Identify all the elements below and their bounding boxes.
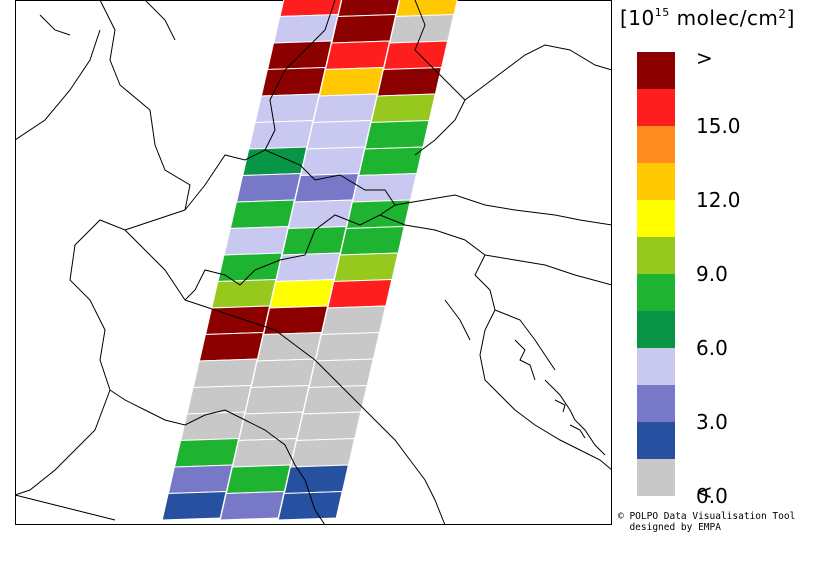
- swath-pixel: [244, 384, 310, 415]
- swath-pixel: [225, 464, 292, 495]
- legend-tick-label: 3.0: [696, 410, 728, 434]
- swath-pixel: [382, 40, 449, 71]
- legend-tick-label: 15.0: [696, 114, 741, 138]
- swath-pixel: [192, 358, 258, 389]
- swath-pixel: [273, 13, 339, 44]
- legend-swatch: [637, 274, 675, 311]
- legend-swatch: [637, 311, 675, 348]
- swath-pixel: [339, 225, 405, 256]
- swath-pixel: [211, 278, 277, 309]
- legend-swatch: [637, 237, 675, 274]
- swath-pixel: [312, 93, 378, 124]
- swath-pixel: [248, 119, 314, 150]
- credit-line-1: © POLPO Data Visualisation Tool: [618, 511, 796, 522]
- swath-pixel: [167, 464, 234, 495]
- legend-title-square: 2: [778, 7, 787, 21]
- swath-pixel: [364, 119, 430, 150]
- legend-title-close: ]: [786, 6, 795, 30]
- swath-pixel: [320, 305, 387, 336]
- swath-pixel: [250, 358, 316, 389]
- credit-text: © POLPO Data Visualisation Tool designed…: [618, 511, 795, 533]
- legend-swatch: [637, 126, 675, 163]
- swath-pixel: [337, 0, 400, 18]
- swath-pixel: [269, 278, 335, 309]
- swath-pixel: [277, 490, 343, 521]
- swath-pixel: [186, 384, 252, 415]
- legend-swatch: [637, 348, 675, 385]
- country-borders: [15, 0, 612, 525]
- legend-swatch: [637, 385, 675, 422]
- legend-tick-label: <: [696, 480, 713, 504]
- legend-title-prefix: [10: [620, 6, 655, 30]
- swath-pixel: [370, 93, 436, 124]
- swath-pixel: [306, 119, 372, 150]
- credit-line-2: designed by EMPA: [629, 522, 721, 533]
- swath-pixel: [256, 331, 323, 362]
- swath-pixel: [302, 384, 368, 415]
- swath-pixel: [395, 0, 458, 18]
- swath-pixel: [300, 146, 366, 177]
- swath-pixel: [231, 437, 298, 468]
- swath-pixel: [173, 437, 240, 468]
- legend-tick-label: >: [696, 46, 713, 70]
- legend-title-suffix: molec/cm: [669, 6, 779, 30]
- swath-pixel: [389, 13, 455, 44]
- legend-tick-label: 12.0: [696, 188, 741, 212]
- swath-pixel: [238, 411, 304, 442]
- legend-swatch: [637, 459, 675, 496]
- swath-pixel: [198, 331, 265, 362]
- legend-tick-label: 0.0: [696, 484, 728, 508]
- legend-tick-label: 9.0: [696, 262, 728, 286]
- swath-pixel: [242, 146, 308, 177]
- swath-pixel: [180, 411, 246, 442]
- legend-swatch: [637, 422, 675, 459]
- swath-pixel: [333, 252, 399, 283]
- swath-pixel: [229, 199, 296, 230]
- legend-swatch: [637, 163, 675, 200]
- swath-pixel: [314, 331, 381, 362]
- swath-pixel: [161, 490, 227, 521]
- legend-swatch: [637, 200, 675, 237]
- legend-title: [1015 molec/cm2]: [620, 6, 795, 30]
- swath-pixel: [283, 464, 350, 495]
- swath-pixel: [254, 93, 320, 124]
- swath-pixel: [376, 66, 443, 97]
- legend-title-exponent: 15: [654, 6, 670, 19]
- swath-pixel: [262, 305, 329, 336]
- swath-pixel: [260, 66, 327, 97]
- swath-pixel: [324, 40, 391, 71]
- swath-pixel: [318, 66, 385, 97]
- swath-pixel: [296, 411, 362, 442]
- swath-pixel: [235, 172, 302, 203]
- swath-pixel: [287, 199, 354, 230]
- swath-pixel: [275, 252, 341, 283]
- swath-pixel: [289, 437, 356, 468]
- map: [15, 0, 612, 525]
- swath-pixel: [331, 13, 397, 44]
- swath-pixel: [219, 490, 285, 521]
- swath-pixel: [327, 278, 393, 309]
- swath-pixel: [223, 225, 289, 256]
- legend-tick-label: 6.0: [696, 336, 728, 360]
- legend-swatch: [637, 89, 675, 126]
- swath-pixel: [358, 146, 424, 177]
- satellite-swath: [161, 0, 458, 521]
- legend-colorbar: [637, 52, 675, 496]
- legend-swatch: [637, 52, 675, 89]
